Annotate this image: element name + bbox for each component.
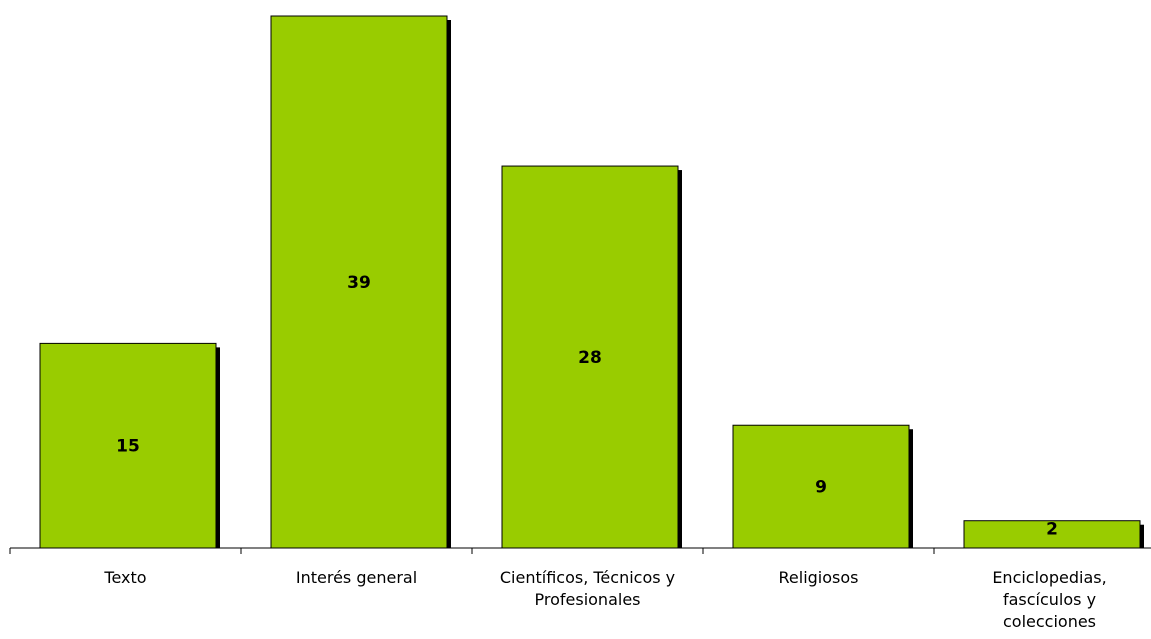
data-label-5: 2 xyxy=(1046,520,1058,540)
category-label-4: Religiosos xyxy=(779,568,859,587)
category-label-5-line-3: colecciones xyxy=(1003,612,1096,631)
category-label-3-line-2: Profesionales xyxy=(535,590,641,609)
bar-1 xyxy=(39,342,217,549)
data-label-1: 15 xyxy=(116,437,140,457)
category-label-1: Texto xyxy=(103,568,146,587)
bar-2 xyxy=(270,15,448,549)
axis-layer xyxy=(9,547,1151,554)
category-label-3-line-1: Científicos, Técnicos y xyxy=(500,568,675,587)
bar-5 xyxy=(963,520,1141,549)
category-label-2: Interés general xyxy=(296,568,417,587)
bar-4 xyxy=(732,424,910,549)
data-label-2: 39 xyxy=(347,273,371,293)
category-label-5-line-2: fascículos y xyxy=(1003,590,1096,609)
data-label-4: 9 xyxy=(815,478,827,498)
bar-3 xyxy=(501,165,679,549)
labels-layer: 15 Texto 39 Interés general 28 Científicos, T… xyxy=(103,273,1106,631)
bars-layer xyxy=(39,15,1144,549)
category-label-5-line-1: Enciclopedias, xyxy=(992,568,1106,587)
data-label-3: 28 xyxy=(578,348,602,368)
